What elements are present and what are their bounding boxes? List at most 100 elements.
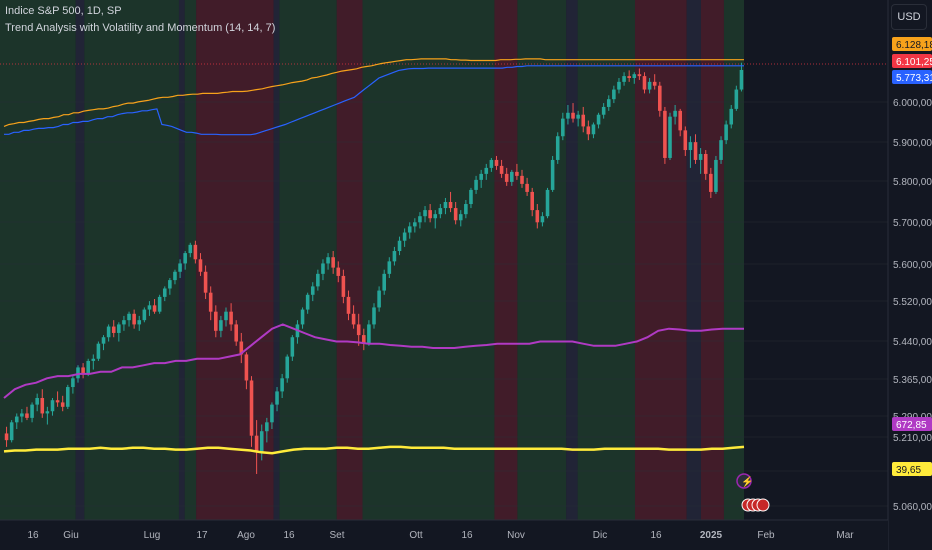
- candle-body: [474, 179, 478, 190]
- candle-body: [198, 259, 203, 272]
- x-tick-label: Lug: [144, 530, 161, 541]
- candle-body: [152, 305, 157, 312]
- trend-zone-neutral: [566, 0, 578, 520]
- trend-zone-neutral: [273, 0, 280, 520]
- candle-body: [387, 261, 392, 274]
- candle-body: [591, 124, 596, 135]
- candle-body: [310, 286, 315, 295]
- candle-body: [60, 402, 65, 407]
- candle-body: [663, 110, 667, 158]
- candle-body: [601, 106, 606, 115]
- candle-body: [331, 257, 335, 268]
- trend-zone-neutral: [686, 0, 701, 520]
- x-tick-label: 16: [650, 530, 662, 541]
- candle-body: [203, 271, 208, 293]
- candle-body: [290, 337, 295, 357]
- candle-body: [193, 244, 198, 260]
- candle-body: [402, 232, 407, 241]
- candle-body: [606, 99, 611, 107]
- trend-zone-bull: [4, 0, 76, 520]
- candle-body: [142, 309, 147, 321]
- candle-body: [382, 273, 386, 291]
- candle-body: [678, 110, 682, 131]
- candle-body: [632, 74, 637, 79]
- candle-body: [739, 69, 744, 90]
- candle-body: [4, 433, 9, 441]
- price-label-text-momentum: 39,65: [896, 465, 921, 476]
- x-tick-label: Giu: [63, 530, 79, 541]
- candle-body: [464, 204, 468, 215]
- price-label-lower_band: [892, 70, 932, 84]
- candle-body: [157, 296, 162, 312]
- candle-body: [642, 76, 647, 90]
- candle-body: [81, 367, 85, 374]
- candle-body: [525, 183, 529, 192]
- candle-body: [673, 110, 677, 117]
- trend-zone-bull: [723, 0, 744, 520]
- candle-body: [433, 214, 438, 219]
- candle-body: [224, 311, 228, 321]
- candle-body: [453, 208, 458, 221]
- candle-body: [397, 240, 402, 252]
- candle-body: [35, 398, 39, 405]
- candle-body: [300, 309, 305, 325]
- candle-body: [683, 130, 688, 151]
- candle-body: [132, 313, 136, 325]
- candle-body: [484, 167, 489, 174]
- candle-body: [341, 275, 346, 297]
- lightning-icon: [736, 473, 752, 489]
- candle-body: [336, 267, 341, 276]
- candle-body: [693, 142, 698, 160]
- x-tick-label: Set: [329, 530, 344, 541]
- momentum-line: [3, 445, 745, 455]
- candle-body: [530, 191, 534, 211]
- candle-body: [25, 413, 29, 418]
- trend-zone-bear: [700, 0, 724, 520]
- candle-body: [122, 320, 126, 325]
- candle-body: [106, 326, 111, 338]
- candle-body: [234, 324, 238, 342]
- price-label-text-upper_band: 6.128,18: [896, 40, 932, 51]
- candle-body: [489, 159, 494, 168]
- candle-body: [173, 271, 177, 281]
- candle-body: [183, 253, 187, 264]
- candle-body: [734, 89, 739, 109]
- y-tick-label: 5.210,00: [893, 433, 932, 444]
- candle-body: [581, 114, 586, 127]
- price-axis: [888, 0, 932, 550]
- candle-body: [637, 74, 642, 77]
- trend-zone-bear: [336, 0, 363, 520]
- candle-body: [351, 313, 356, 325]
- x-tick-label: 16: [461, 530, 473, 541]
- candle-body: [571, 112, 575, 119]
- candle-body: [229, 311, 233, 325]
- candle-body: [208, 292, 213, 312]
- candle-body: [724, 124, 728, 141]
- candle-body: [515, 171, 519, 176]
- candle-body: [652, 81, 657, 86]
- indicator-title[interactable]: Trend Analysis with Volatility and Momen…: [5, 22, 276, 34]
- candle-body: [117, 324, 121, 333]
- candle-body: [561, 118, 565, 137]
- candle-body: [458, 214, 463, 221]
- x-tick-label: Nov: [507, 530, 525, 541]
- candle-body: [280, 378, 284, 392]
- trend-zone-bull: [84, 0, 179, 520]
- candle-body: [407, 226, 412, 233]
- candle-body: [612, 89, 616, 100]
- candle-body: [596, 114, 601, 125]
- candle-body: [259, 431, 264, 452]
- candle-body: [9, 422, 14, 441]
- candle-body: [494, 159, 499, 166]
- trend-zone-bull: [517, 0, 567, 520]
- candle-body: [438, 208, 443, 215]
- trend-zone-bull: [0, 0, 4, 520]
- currency-button[interactable]: USD: [891, 4, 927, 30]
- y-tick-label: 5.365,00: [893, 375, 932, 386]
- y-tick-label: 5.440,00: [893, 337, 932, 348]
- candle-body: [647, 81, 652, 90]
- candle-body: [709, 173, 713, 192]
- candle-body: [316, 273, 320, 287]
- candle-body: [285, 356, 290, 379]
